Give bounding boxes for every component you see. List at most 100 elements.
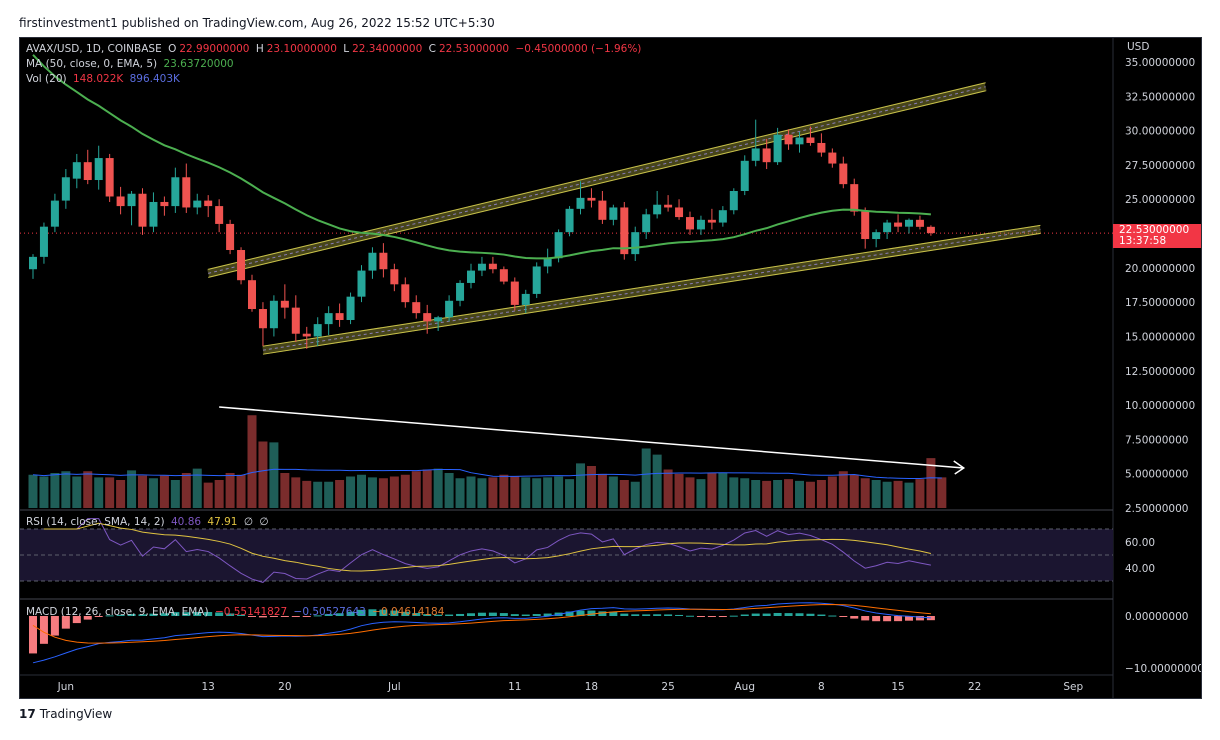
candle-body[interactable] [620,207,629,255]
volume-bar[interactable] [466,476,476,509]
volume-bar[interactable] [718,473,728,508]
volume-bar[interactable] [937,477,947,508]
candle-body[interactable] [554,232,563,259]
candle-body[interactable] [894,222,903,227]
candle-body[interactable] [499,269,508,282]
candle-body[interactable] [915,219,924,227]
candle-body[interactable] [29,256,37,270]
volume-bar[interactable] [433,468,443,508]
volume-bar[interactable] [565,479,575,508]
candle-body[interactable] [488,263,497,270]
volume-bar[interactable] [740,478,750,508]
candle-body[interactable] [729,190,738,211]
volume-bar[interactable] [335,480,345,508]
candle-body[interactable] [565,208,574,233]
candle-body[interactable] [828,152,837,164]
volume-bar[interactable] [72,476,82,509]
volume-bar[interactable] [532,478,542,508]
candle-body[interactable] [368,252,377,271]
volume-bar[interactable] [762,480,772,508]
volume-bar[interactable] [926,458,936,508]
candle-body[interactable] [291,307,300,334]
volume-bar[interactable] [663,469,673,509]
volume-bar[interactable] [707,473,717,508]
candle-body[interactable] [357,270,366,297]
volume-bar[interactable] [674,473,684,508]
candle-body[interactable] [477,263,486,271]
volume-bar[interactable] [499,474,509,508]
candle-body[interactable] [379,252,388,270]
candle-body[interactable] [412,302,421,314]
volume-bar[interactable] [444,473,454,508]
candle-body[interactable] [434,317,443,322]
volume-bar[interactable] [313,481,323,508]
candle-body[interactable] [324,313,333,325]
candle-body[interactable] [598,200,607,220]
candle-body[interactable] [423,313,432,322]
candle-body[interactable] [237,250,246,281]
volume-bar[interactable] [148,478,158,508]
volume-bar[interactable] [127,470,137,508]
candle-body[interactable] [160,201,169,207]
chart-canvas[interactable]: USD 35.00000000 32.50000000 30.00000000 27.5… [20,38,1201,698]
candle-body[interactable] [215,206,224,224]
volume-bar[interactable] [751,480,761,508]
volume-bar[interactable] [422,469,432,509]
candle-body[interactable] [269,300,278,329]
volume-bar[interactable] [576,463,585,508]
candle-body[interactable] [817,142,826,153]
candle-body[interactable] [258,309,267,329]
volume-bar[interactable] [411,471,421,508]
candle-body[interactable] [850,184,859,212]
candle-body[interactable] [653,204,662,215]
candle-body[interactable] [839,163,848,185]
volume-bar[interactable] [280,473,290,508]
candle-body[interactable] [642,214,651,233]
volume-bar[interactable] [192,468,202,508]
candle-body[interactable] [806,137,815,143]
rsi-legend[interactable]: RSI (14, close, SMA, 14, 2) 40.86 47.91 … [26,516,271,528]
candle-body[interactable] [313,324,322,337]
volume-bar[interactable] [203,482,213,508]
volume-bar[interactable] [849,474,859,508]
candle-body[interactable] [762,148,771,163]
volume-bar[interactable] [871,480,881,508]
volume-bar[interactable] [904,482,914,508]
volume-bar[interactable] [860,478,870,508]
candle-body[interactable] [204,200,213,207]
candle-body[interactable] [686,217,694,230]
candle-body[interactable] [696,219,705,230]
volume-bar[interactable] [477,478,487,508]
volume-bar[interactable] [586,466,596,508]
candle-body[interactable] [883,222,892,233]
symbol-label[interactable]: AVAX/USD, 1D, COINBASE [26,43,162,55]
candle-body[interactable] [39,226,48,257]
candle-body[interactable] [50,200,59,227]
volume-bar[interactable] [630,481,640,508]
candle-body[interactable] [94,158,103,181]
volume-bar[interactable] [291,477,301,508]
volume-bar[interactable] [652,454,662,508]
candle-body[interactable] [248,280,256,310]
volume-bar[interactable] [357,474,366,508]
volume-bar[interactable] [893,480,903,508]
candle-body[interactable] [707,219,716,223]
volume-bar[interactable] [83,471,93,508]
volume-bar[interactable] [236,474,246,508]
volume-bar[interactable] [50,473,60,508]
candle-body[interactable] [521,293,530,305]
candle-body[interactable] [335,313,344,320]
volume-bar[interactable] [61,471,71,508]
candle-body[interactable] [138,193,147,227]
candle-body[interactable] [116,196,125,207]
volume-bar[interactable] [389,476,399,509]
volume-bar[interactable] [378,478,388,508]
volume-bar[interactable] [346,476,356,509]
volume-bar[interactable] [28,474,38,508]
volume-bar[interactable] [838,471,848,508]
candle-body[interactable] [532,266,541,294]
volume-bar[interactable] [258,441,268,509]
volume-bar[interactable] [685,477,695,508]
candle-body[interactable] [193,200,202,208]
candle-body[interactable] [467,270,475,283]
